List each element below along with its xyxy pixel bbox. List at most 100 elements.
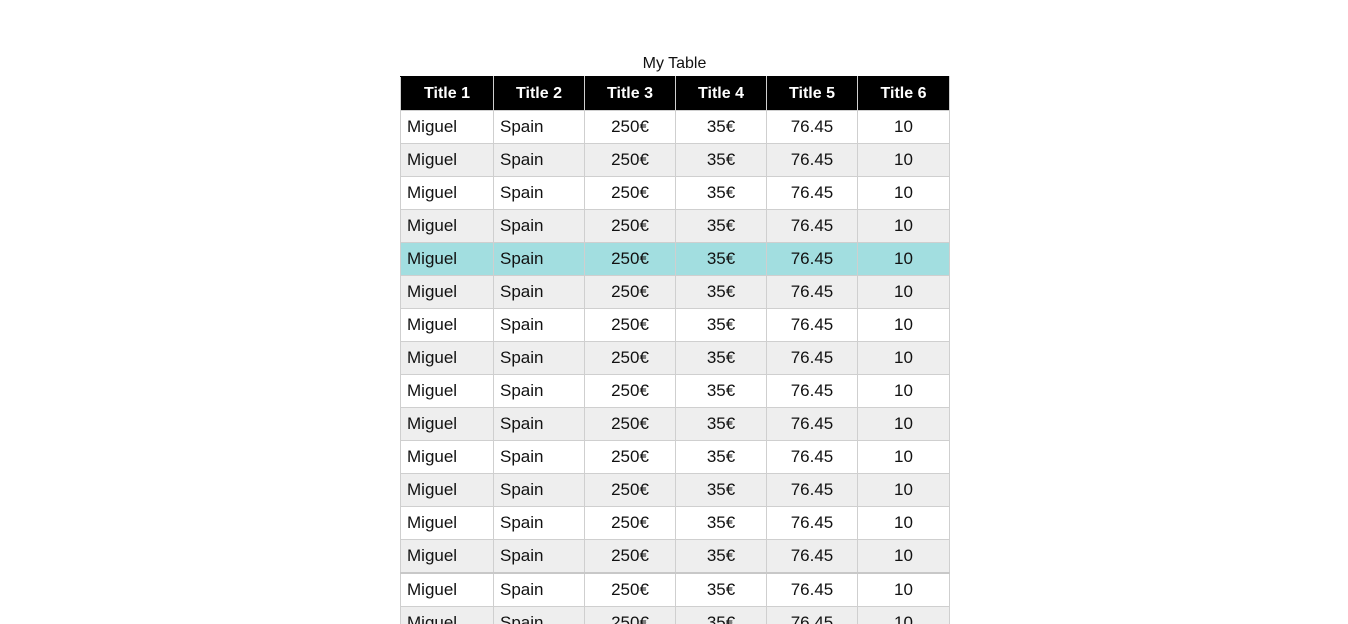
table-cell: Miguel xyxy=(400,176,494,210)
table-cell: Miguel xyxy=(400,110,494,144)
table-cell: 35€ xyxy=(675,341,767,375)
table-cell: Miguel xyxy=(400,506,494,540)
table-cell: 76.45 xyxy=(766,275,858,309)
header-row: Title 1 Title 2 Title 3 Title 4 Title 5 … xyxy=(400,76,950,111)
table-cell: Spain xyxy=(493,572,585,607)
table-cell: 35€ xyxy=(675,275,767,309)
table-cell: 10 xyxy=(857,308,950,342)
table-row[interactable]: Miguel Spain 250€ 35€ 76.45 10 xyxy=(400,506,950,540)
table-cell: Spain xyxy=(493,506,585,540)
table-cell: Miguel xyxy=(400,209,494,243)
table-cell: Miguel xyxy=(400,242,494,276)
table-cell: 10 xyxy=(857,407,950,441)
table-cell: 10 xyxy=(857,275,950,309)
table-cell: 76.45 xyxy=(766,176,858,210)
table-cell: 76.45 xyxy=(766,473,858,507)
column-header[interactable]: Title 5 xyxy=(766,76,858,111)
table-cell: 35€ xyxy=(675,110,767,144)
table-cell: 76.45 xyxy=(766,143,858,177)
table-cell: 250€ xyxy=(584,242,676,276)
data-table: Title 1 Title 2 Title 3 Title 4 Title 5 … xyxy=(400,76,950,624)
table-cell: 10 xyxy=(857,606,950,624)
column-header[interactable]: Title 2 xyxy=(493,76,585,111)
table-row[interactable]: Miguel Spain 250€ 35€ 76.45 10 xyxy=(400,606,950,624)
table-cell: 35€ xyxy=(675,440,767,474)
table-cell: 10 xyxy=(857,143,950,177)
table-cell: 250€ xyxy=(584,341,676,375)
column-header[interactable]: Title 6 xyxy=(857,76,950,111)
table-row[interactable]: Miguel Spain 250€ 35€ 76.45 10 xyxy=(400,539,950,574)
table-cell: 76.45 xyxy=(766,242,858,276)
table-cell: Miguel xyxy=(400,572,494,607)
table-cell: Spain xyxy=(493,374,585,408)
table-cell: 10 xyxy=(857,572,950,607)
table-cell: 76.45 xyxy=(766,341,858,375)
table-row[interactable]: Miguel Spain 250€ 35€ 76.45 10 xyxy=(400,407,950,441)
table-caption: My Table xyxy=(642,55,707,72)
table-cell: 250€ xyxy=(584,176,676,210)
table-row[interactable]: Miguel Spain 250€ 35€ 76.45 10 xyxy=(400,341,950,375)
table-cell: 35€ xyxy=(675,539,767,574)
table-cell: Spain xyxy=(493,209,585,243)
table-cell: 35€ xyxy=(675,506,767,540)
table-cell: Spain xyxy=(493,143,585,177)
table-row[interactable]: Miguel Spain 250€ 35€ 76.45 10 xyxy=(400,176,950,210)
table-cell: 35€ xyxy=(675,308,767,342)
table-cell: 250€ xyxy=(584,143,676,177)
table-cell: 35€ xyxy=(675,176,767,210)
table-cell: 250€ xyxy=(584,440,676,474)
table-cell: 76.45 xyxy=(766,209,858,243)
table-cell: 10 xyxy=(857,176,950,210)
table-cell: 76.45 xyxy=(766,606,858,624)
table-cell: 10 xyxy=(857,110,950,144)
table-cell: 250€ xyxy=(584,308,676,342)
table-row[interactable]: Miguel Spain 250€ 35€ 76.45 10 xyxy=(400,242,950,276)
table-cell: 250€ xyxy=(584,606,676,624)
table-cell: Spain xyxy=(493,176,585,210)
table-row[interactable]: Miguel Spain 250€ 35€ 76.45 10 xyxy=(400,143,950,177)
table-cell: 35€ xyxy=(675,473,767,507)
table-cell: Miguel xyxy=(400,341,494,375)
table-row[interactable]: Miguel Spain 250€ 35€ 76.45 10 xyxy=(400,572,950,607)
table-cell: 35€ xyxy=(675,572,767,607)
table-cell: Miguel xyxy=(400,606,494,624)
table-cell: Spain xyxy=(493,407,585,441)
table-row[interactable]: Miguel Spain 250€ 35€ 76.45 10 xyxy=(400,110,950,144)
table-cell: 35€ xyxy=(675,209,767,243)
table-cell: Miguel xyxy=(400,275,494,309)
table-row[interactable]: Miguel Spain 250€ 35€ 76.45 10 xyxy=(400,440,950,474)
table-row[interactable]: Miguel Spain 250€ 35€ 76.45 10 xyxy=(400,473,950,507)
table-cell: Spain xyxy=(493,242,585,276)
table-cell: 35€ xyxy=(675,374,767,408)
table-cell: Spain xyxy=(493,308,585,342)
table-row[interactable]: Miguel Spain 250€ 35€ 76.45 10 xyxy=(400,275,950,309)
table-cell: 35€ xyxy=(675,606,767,624)
table-row[interactable]: Miguel Spain 250€ 35€ 76.45 10 xyxy=(400,209,950,243)
table-cell: 250€ xyxy=(584,539,676,574)
table-row[interactable]: Miguel Spain 250€ 35€ 76.45 10 xyxy=(400,374,950,408)
table-cell: 76.45 xyxy=(766,110,858,144)
table-cell: Miguel xyxy=(400,407,494,441)
table-cell: 76.45 xyxy=(766,407,858,441)
column-header[interactable]: Title 4 xyxy=(675,76,767,111)
table-cell: Miguel xyxy=(400,440,494,474)
table-cell: 250€ xyxy=(584,572,676,607)
column-header[interactable]: Title 1 xyxy=(400,76,494,111)
table-cell: Spain xyxy=(493,606,585,624)
table-row[interactable]: Miguel Spain 250€ 35€ 76.45 10 xyxy=(400,308,950,342)
table-cell: Miguel xyxy=(400,539,494,574)
table-cell: Spain xyxy=(493,275,585,309)
table-cell: 35€ xyxy=(675,242,767,276)
table-cell: 35€ xyxy=(675,407,767,441)
table-cell: 10 xyxy=(857,242,950,276)
column-header[interactable]: Title 3 xyxy=(584,76,676,111)
table-cell: 250€ xyxy=(584,506,676,540)
table-cell: Spain xyxy=(493,473,585,507)
table-cell: 250€ xyxy=(584,209,676,243)
table-cell: 250€ xyxy=(584,110,676,144)
table-cell: 10 xyxy=(857,506,950,540)
table-cell: 250€ xyxy=(584,473,676,507)
table-cell: Miguel xyxy=(400,143,494,177)
table-cell: 76.45 xyxy=(766,572,858,607)
